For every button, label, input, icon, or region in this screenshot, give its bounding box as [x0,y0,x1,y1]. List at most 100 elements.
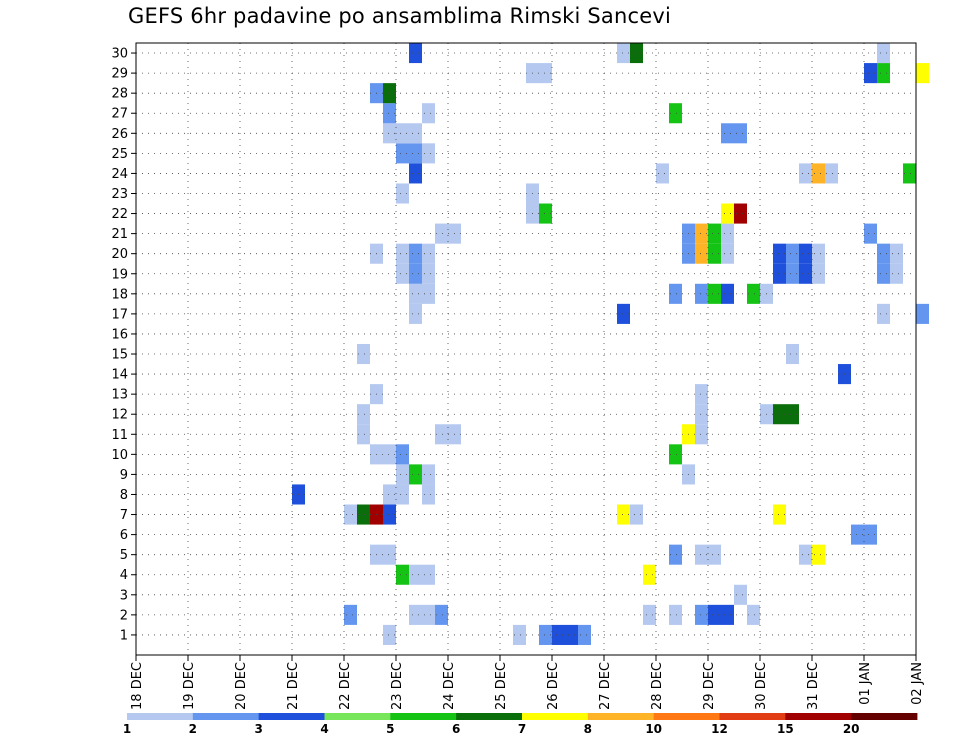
colorbar-label: 8 [584,722,592,736]
precip-cell [409,123,422,144]
precip-cell [656,163,669,184]
x-tick-label: 21 DEC [286,662,301,710]
precip-cell [695,604,708,625]
precip-cell [396,243,409,264]
precip-cell [552,624,565,645]
precip-cell [409,163,422,184]
precip-cell [396,564,409,585]
precip-cell [669,544,682,565]
precip-cell [773,504,786,525]
precip-cell [617,43,630,64]
precip-cell [513,624,526,645]
precip-cell [695,424,708,445]
precip-cell [383,103,396,124]
precip-cell [396,183,409,204]
y-tick-label: 25 [111,147,128,162]
precip-cell [799,544,812,565]
x-tick-label: 25 DEC [494,662,509,710]
precip-cell [669,283,682,304]
y-tick-label: 15 [111,348,128,363]
precip-cell [708,243,721,264]
x-tick-label: 31 DEC [806,662,821,710]
precip-cell [916,303,929,324]
y-tick-label: 22 [111,207,128,222]
y-tick-label: 20 [111,247,128,262]
colorbar-swatch [851,713,918,720]
x-tick-label: 24 DEC [442,662,457,710]
precip-cell [799,263,812,284]
precip-cell [422,263,435,284]
colorbar-label: 6 [452,722,460,736]
precip-cell [409,464,422,485]
precip-cell [383,444,396,465]
precip-cell [630,504,643,525]
colorbar-swatch [127,713,194,720]
x-tick-label: 30 DEC [754,662,769,710]
precip-cell [617,303,630,324]
colorbar-label: 3 [254,722,262,736]
colorbar-swatch [719,713,786,720]
x-tick-label: 02 JAN [910,662,925,705]
precip-cell [435,223,448,244]
y-tick-label: 5 [120,548,128,563]
colorbar-swatch [456,713,523,720]
precip-cell [383,123,396,144]
precip-cell [773,404,786,425]
x-tick-label: 29 DEC [702,662,717,710]
colorbar-label: 2 [189,722,197,736]
x-tick-label: 27 DEC [598,662,613,710]
precip-cell [812,243,825,264]
y-tick-label: 21 [111,227,128,242]
precip-cell [396,464,409,485]
precip-cell [721,243,734,264]
colorbar-label: 15 [777,722,794,736]
precip-cell [786,243,799,264]
precip-cell [643,564,656,585]
precip-cell [396,263,409,284]
precip-cell [708,604,721,625]
precip-cell [812,163,825,184]
precip-cell [877,243,890,264]
precip-cell [565,624,578,645]
colorbar-label: 20 [843,722,860,736]
colorbar-swatch [785,713,852,720]
precip-cell [890,243,903,264]
x-axis: 18 DEC 19 DEC 20 DEC 21 DEC 22 DEC 23 DEC 24 D… [130,655,925,710]
y-axis: 1234567891011121314151617181920212223242… [111,47,136,643]
precip-cell [747,604,760,625]
precip-cell [409,243,422,264]
precip-cell [409,143,422,164]
y-tick-label: 10 [111,448,128,463]
colorbar: 1 2 3 4 5 6 7 8 10 12 15 20 [123,713,918,736]
precip-cell [734,203,747,224]
y-tick-label: 17 [111,307,128,322]
precip-cell [409,303,422,324]
colorbar-swatch [587,713,655,720]
precip-cell [721,283,734,304]
precip-cell [721,223,734,244]
precip-cell [383,484,396,505]
precip-cell [864,223,877,244]
precip-cell [344,504,357,525]
precip-cell [721,604,734,625]
precip-cell [695,404,708,425]
precip-cell [409,43,422,64]
precip-cell [617,504,630,525]
precip-cell [695,384,708,405]
y-tick-label: 9 [120,468,128,483]
colorbar-label: 5 [386,722,394,736]
precip-cell [786,343,799,365]
precip-cell [734,123,747,144]
precip-cell [357,404,370,425]
precip-cell [422,143,435,164]
colorbar-label: 10 [645,722,662,736]
y-tick-label: 16 [111,327,128,342]
y-tick-label: 14 [111,368,128,383]
precip-cell [422,464,435,485]
y-tick-label: 26 [111,127,128,142]
y-tick-label: 4 [120,568,128,583]
precip-cell [422,564,435,585]
precip-cell [409,564,422,585]
precip-cell [539,203,552,224]
